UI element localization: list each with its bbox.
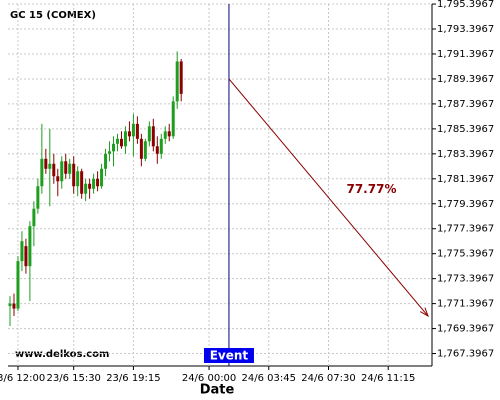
event-box — [203, 348, 254, 363]
candle-body — [155, 146, 159, 154]
candle-body — [96, 178, 100, 187]
y-tick-label: 1,787.3967 — [437, 99, 494, 110]
candle-body — [167, 131, 171, 137]
candle-body — [104, 153, 108, 169]
y-tick-label: 1,785.3967 — [437, 124, 494, 135]
candle-body — [131, 123, 135, 137]
candle-body — [80, 171, 84, 194]
candle-body — [44, 158, 48, 169]
candle-body — [151, 126, 155, 147]
candle-body — [60, 161, 64, 182]
candle-body — [72, 163, 76, 187]
arrow-head — [419, 307, 429, 318]
candle-body — [127, 131, 131, 137]
candle-body — [76, 171, 80, 187]
candle-body — [163, 131, 167, 139]
y-tick-label: 1,771.3967 — [437, 299, 494, 310]
candle-body — [52, 163, 56, 177]
candle-body — [20, 241, 24, 262]
x-axis-label: Date — [200, 383, 235, 398]
candle-body — [100, 168, 104, 187]
y-tick-label: 1,769.3967 — [437, 324, 494, 335]
y-tick-label: 1,793.3967 — [437, 24, 494, 35]
candle-body — [40, 158, 44, 187]
candle-body — [115, 138, 119, 144]
candle-body — [56, 176, 60, 182]
x-tick-label: 24/6 11:15 — [361, 373, 415, 384]
candle-body — [123, 131, 127, 147]
y-tick-label: 1,791.3967 — [437, 49, 494, 60]
y-tick-label: 1,789.3967 — [437, 74, 494, 85]
candle-body — [119, 138, 123, 147]
projection-arrow — [228, 78, 429, 317]
candle-body — [16, 261, 20, 309]
candle-body — [88, 183, 92, 189]
y-tick-label: 1,779.3967 — [437, 199, 494, 210]
y-tick-label: 1,783.3967 — [437, 149, 494, 160]
candle-body — [24, 246, 28, 267]
x-tick-label: 23/6 15:30 — [46, 373, 100, 384]
y-tick-label: 1,795.3967 — [437, 0, 494, 10]
candle-body — [28, 226, 32, 267]
y-tick-label: 1,777.3967 — [437, 224, 494, 235]
y-tick-label: 1,773.3967 — [437, 274, 494, 285]
watermark: www.delkos.com — [15, 349, 109, 360]
x-tick-label: 23/6 19:15 — [106, 373, 160, 384]
y-tick-label: 1,775.3967 — [437, 249, 494, 260]
candle-body — [175, 61, 179, 102]
candle-body — [147, 126, 151, 142]
candle-body — [139, 138, 143, 159]
candle-body — [112, 143, 116, 152]
projection-label: 77.77% — [346, 182, 396, 196]
event-label: Event — [210, 349, 249, 363]
chart-title: GC 15 (COMEX) — [10, 10, 96, 21]
candle-body — [108, 151, 112, 154]
candle-body — [84, 183, 88, 194]
x-tick-label: 24/6 07:30 — [301, 373, 355, 384]
candle-body — [171, 101, 175, 137]
candle-body — [159, 138, 163, 154]
candle-body — [179, 61, 183, 94]
candle-body — [64, 161, 68, 174]
candle-body — [68, 163, 72, 174]
x-tick-label: 24/6 00:00 — [182, 373, 236, 384]
candle-body — [32, 208, 36, 227]
x-tick-label: 24/6 03:45 — [242, 373, 296, 384]
candle-body — [92, 178, 96, 189]
candle-body — [143, 141, 147, 159]
candle-body — [48, 163, 52, 169]
y-tick-label: 1,767.3967 — [437, 349, 494, 360]
candle-body — [135, 123, 139, 139]
candle-body — [8, 303, 12, 307]
y-tick-label: 1,781.3967 — [437, 174, 494, 185]
x-tick-label: 23/6 12:00 — [0, 373, 45, 384]
candle-body — [36, 186, 40, 209]
candle-body — [12, 303, 16, 309]
